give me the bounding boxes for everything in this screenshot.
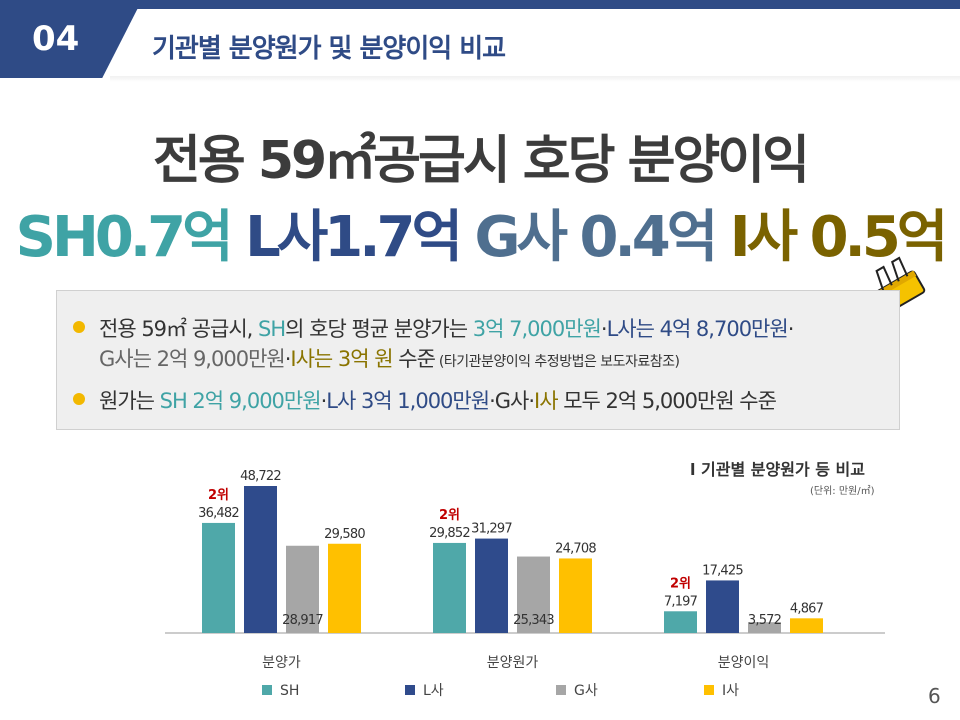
text-run: I사 <box>534 389 558 413</box>
bullet-dot <box>73 393 85 405</box>
headline-segment-1: L사1.7억 <box>245 205 475 270</box>
text-run: SH 2억 9,000만원 <box>159 389 322 413</box>
header-shadow <box>110 76 960 82</box>
bar-L사-2 <box>706 580 739 633</box>
bullet-dot <box>73 321 85 333</box>
rank-label: 2위 <box>670 576 691 591</box>
text-run: · <box>284 347 292 371</box>
text-run: G사는 2억 9,000만원 <box>99 347 286 371</box>
bar-I사-1 <box>559 558 592 633</box>
bar-G사-0 <box>286 545 319 633</box>
value-label: 25,343 <box>513 613 554 628</box>
bar-SH-0 <box>202 522 235 633</box>
text-run: I사는 3억 원 <box>290 347 393 371</box>
legend-swatch-G사 <box>556 685 566 695</box>
text-run: L사 3억 1,000만원 <box>326 389 490 413</box>
bullet-1-note: (타기관분양이익 추정방법은 보도자료참조) <box>434 354 680 370</box>
value-label: 29,852 <box>429 526 470 541</box>
text-run: 모두 2억 5,000만원 수준 <box>557 389 777 413</box>
text-run: 3억 7,000만원 <box>472 317 602 341</box>
value-label: 24,708 <box>555 541 596 556</box>
page-number: 6 <box>928 684 941 708</box>
bar-G사-2 <box>748 622 781 633</box>
value-label: 48,722 <box>240 469 281 484</box>
headline-segment-0: SH0.7억 <box>15 205 246 270</box>
bar-I사-0 <box>328 543 361 633</box>
text-run: · <box>600 317 608 341</box>
bullet-1-line-2: G사는 2억 9,000만원·I사는 3억 원 수준 (타기관분양이익 추정방법… <box>99 343 680 373</box>
bar-SH-2 <box>664 611 697 633</box>
value-label: 3,572 <box>748 613 781 628</box>
rank-label: 2위 <box>208 488 229 503</box>
category-label: 분양이익 <box>718 655 770 671</box>
text-run: 수준 <box>392 347 436 371</box>
legend-label: I사 <box>722 683 739 699</box>
headline-line2: SH0.7억 L사1.7억 G사 0.4억 I사 0.5억 <box>0 192 960 273</box>
value-label: 36,482 <box>198 506 239 521</box>
bar-L사-0 <box>244 486 277 633</box>
legend-label: L사 <box>423 683 444 699</box>
rank-label: 2위 <box>439 508 460 523</box>
value-label: 7,197 <box>664 594 698 609</box>
text-run: ·G사· <box>489 389 535 413</box>
value-label: 29,580 <box>324 527 365 542</box>
bullet-1-line-1: 전용 59㎡ 공급시, SH의 호당 평균 분양가는 3억 7,000만원·L사… <box>99 313 795 343</box>
headline-segment-2: G사 0.4억 <box>474 205 730 270</box>
text-run: 전용 59㎡ 공급시, <box>99 317 259 341</box>
category-label: 분양원가 <box>487 655 539 671</box>
legend-swatch-SH <box>262 685 272 695</box>
legend-swatch-I사 <box>704 685 714 695</box>
category-label: 분양가 <box>262 655 301 671</box>
text-run: L사는 4억 8,700만원 <box>606 317 789 341</box>
section-title: 기관별 분양원가 및 분양이익 비교 <box>152 34 506 64</box>
bar-SH-1 <box>433 542 466 633</box>
legend-label: SH <box>280 683 299 699</box>
bar-I사-2 <box>790 618 823 633</box>
text-run: · <box>787 317 795 341</box>
chart-title: l 기관별 분양원가 등 비교 <box>690 460 865 479</box>
top-bar <box>0 0 960 9</box>
text-run: SH <box>258 317 286 341</box>
headline-line1: 전용 59㎡공급시 호당 분양이익 <box>153 131 810 191</box>
legend-label: G사 <box>574 683 598 699</box>
value-label: 17,425 <box>702 563 743 578</box>
text-run: 의 호당 평균 분양가는 <box>285 317 473 341</box>
value-label: 4,867 <box>790 601 824 616</box>
headline-segment-3: I사 0.5억 <box>729 205 949 270</box>
chart-unit: (단위: 만원/㎡) <box>810 486 875 497</box>
info-box: 전용 59㎡ 공급시, SH의 호당 평균 분양가는 3억 7,000만원·L사… <box>56 290 900 430</box>
bar-G사-1 <box>517 556 550 633</box>
value-label: 28,917 <box>282 613 323 628</box>
value-label: 31,297 <box>471 522 512 537</box>
bullet-2-text: 원가는 SH 2억 9,000만원·L사 3억 1,000만원·G사·I사 모두… <box>99 385 777 415</box>
legend-swatch-L사 <box>405 685 415 695</box>
text-run: · <box>320 389 328 413</box>
text-run: 원가는 <box>99 389 160 413</box>
bar-L사-1 <box>475 538 508 633</box>
